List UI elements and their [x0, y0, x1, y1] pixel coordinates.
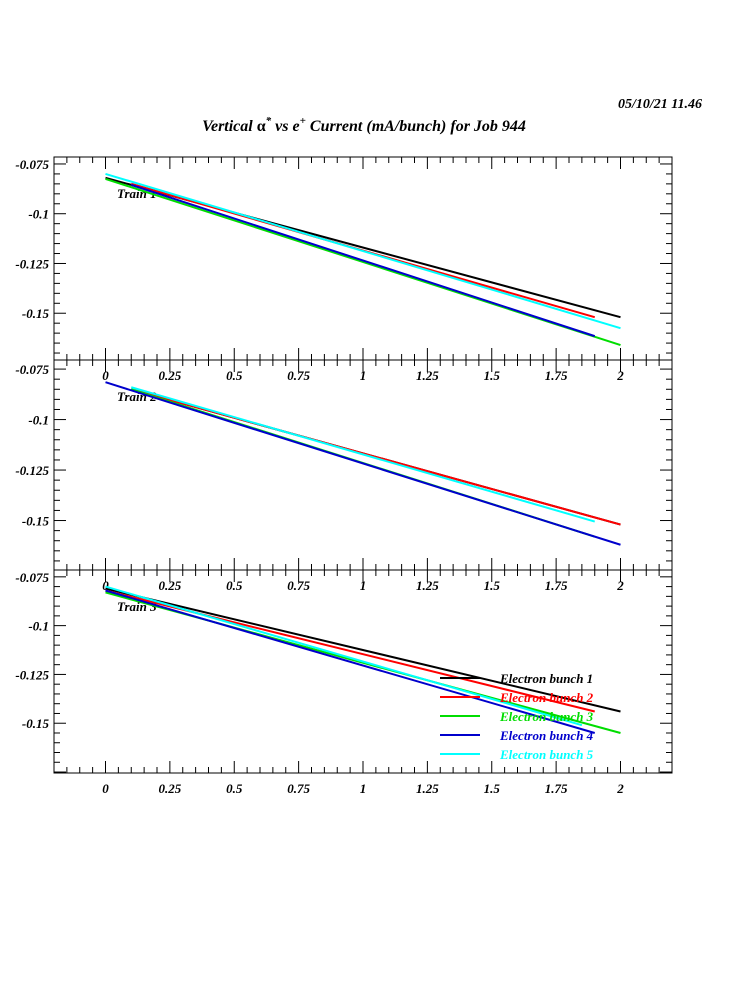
legend-label: Electron bunch 2 [499, 690, 594, 705]
x-tick-label: 1.25 [416, 578, 439, 593]
x-tick-label: 0.75 [287, 578, 310, 593]
y-tick-label: -0.1 [28, 619, 49, 634]
x-tick-label: 0.25 [159, 781, 182, 796]
x-tick-label: 1 [360, 368, 367, 383]
y-tick-label: -0.075 [15, 157, 49, 172]
x-tick-label: 0 [102, 368, 109, 383]
panel-3: 0 0.25 0.5 0.75 1 1.25 1.5 1.75 2 -0.075 -0.1 -0.12… [15, 569, 673, 796]
x-tick-label: 0 [102, 578, 109, 593]
x-tick-label: 0 [102, 781, 109, 796]
x-tick-label: 0.75 [287, 368, 310, 383]
legend-label: Electron bunch 4 [499, 728, 594, 743]
series-line [105, 381, 621, 546]
y-tick-label: -0.15 [22, 514, 50, 529]
y-tick-label: -0.125 [15, 256, 49, 271]
series-line [105, 172, 621, 330]
timestamp: 05/10/21 11.46 [618, 97, 702, 112]
x-tick-label: 1.5 [484, 781, 501, 796]
series-line [130, 183, 596, 338]
series-line [130, 388, 621, 526]
legend-label: Electron bunch 5 [499, 747, 594, 762]
y-tick-label: -0.15 [22, 306, 50, 321]
y-tick-label: -0.075 [15, 362, 49, 377]
y-tick-label: -0.1 [28, 207, 49, 222]
x-tick-label: 1.5 [484, 578, 501, 593]
chart-title: Vertical α* vs e+ Current (mA/bunch) for… [202, 115, 526, 135]
series-line [105, 585, 583, 727]
panel-1: 0 0.25 0.5 0.75 1 1.25 1.5 1.75 2 -0.075 -0.1 -0.12… [15, 156, 673, 383]
x-tick-label: 0.25 [159, 578, 182, 593]
legend-label: Electron bunch 3 [499, 709, 594, 724]
x-tick-label: 2 [616, 578, 624, 593]
x-tick-label: 1.25 [416, 781, 439, 796]
x-tick-label: 0.75 [287, 781, 310, 796]
legend-label: Electron bunch 1 [499, 671, 593, 686]
y-tick-label: -0.125 [15, 667, 49, 682]
x-tick-label: 0.5 [226, 368, 243, 383]
y-tick-label: -0.075 [15, 570, 49, 585]
panel-2: 0 0.25 0.5 0.75 1 1.25 1.5 1.75 2 -0.075 -0.1 -0.12… [15, 359, 673, 593]
x-tick-label: 1.5 [484, 368, 501, 383]
series-line [105, 587, 621, 713]
x-tick-label: 2 [616, 781, 624, 796]
series-line [105, 589, 596, 734]
series-line [130, 386, 596, 523]
x-tick-label: 0.25 [159, 368, 182, 383]
x-tick-label: 1.75 [545, 368, 568, 383]
y-tick-label: -0.125 [15, 463, 49, 478]
x-tick-label: 1.75 [545, 578, 568, 593]
y-tick-label: -0.15 [22, 716, 50, 731]
y-tick-label: -0.1 [28, 413, 49, 428]
x-tick-label: 2 [616, 368, 624, 383]
x-tick-label: 0.5 [226, 578, 243, 593]
x-tick-label: 0.5 [226, 781, 243, 796]
x-tick-label: 1 [360, 578, 367, 593]
x-tick-label: 1.25 [416, 368, 439, 383]
x-tick-label: 1 [360, 781, 367, 796]
x-tick-label: 1.75 [545, 781, 568, 796]
